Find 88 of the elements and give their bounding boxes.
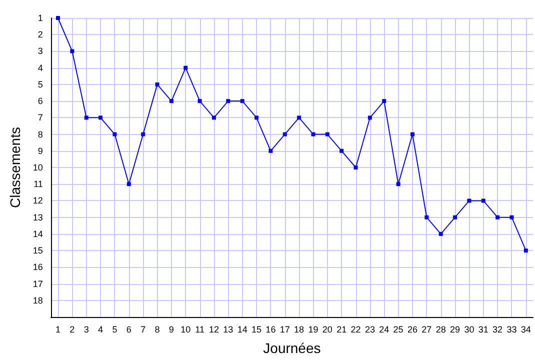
y-axis-title: Classements (7, 127, 23, 208)
x-tick-label: 19 (308, 324, 318, 334)
x-tick-label: 5 (112, 324, 118, 334)
x-tick-label: 31 (478, 324, 488, 334)
y-tick-label: 7 (38, 112, 43, 123)
x-tick-label: 16 (266, 324, 276, 334)
point (311, 132, 316, 136)
point (481, 198, 486, 203)
x-tick-label: 9 (168, 324, 174, 334)
point (198, 99, 202, 104)
x-tick-label: 26 (407, 324, 418, 334)
point (510, 215, 514, 220)
point (453, 215, 458, 220)
x-tick-label: 25 (393, 324, 404, 334)
x-tick-label: 23 (364, 324, 375, 334)
point (496, 215, 500, 220)
y-tick-label: 17 (32, 278, 43, 289)
point (396, 182, 400, 186)
x-tick-label: 1 (55, 324, 61, 334)
x-tick-label: 7 (140, 324, 146, 334)
point (354, 166, 358, 170)
x-tick-label: 34 (520, 324, 531, 334)
point (340, 148, 344, 153)
x-tick-label: 21 (336, 324, 347, 334)
x-tick-label: 33 (506, 324, 517, 334)
x-tick-label: 30 (464, 324, 474, 334)
y-tick-label: 12 (32, 196, 43, 206)
x-tick-label: 18 (294, 324, 304, 334)
x-tick-label: 8 (154, 324, 160, 334)
y-tick-label: 1 (38, 13, 43, 23)
y-tick-label: 2 (38, 30, 43, 40)
point (297, 116, 302, 120)
point (467, 198, 472, 203)
y-tick-label: 4 (38, 62, 43, 73)
y-tick-label: 13 (32, 212, 43, 222)
point (424, 215, 429, 220)
y-tick-label: 8 (38, 129, 43, 140)
x-tick-label: 6 (126, 324, 132, 334)
x-tick-label: 12 (208, 324, 219, 334)
point (325, 132, 330, 136)
point (212, 116, 216, 120)
x-tick-label: 11 (195, 324, 204, 334)
x-tick-label: 29 (450, 324, 460, 334)
point (184, 66, 188, 70)
point (98, 116, 103, 120)
point (368, 116, 372, 120)
x-tick-label: 15 (252, 324, 262, 334)
point (84, 116, 88, 120)
y-tick-label: 5 (38, 79, 43, 90)
point (169, 99, 174, 104)
point (155, 82, 160, 86)
x-tick-label: 22 (350, 324, 361, 334)
point (112, 132, 117, 136)
point (438, 232, 443, 236)
x-tick-label: 17 (280, 324, 290, 334)
y-tick-label: 16 (32, 262, 43, 272)
point (382, 99, 386, 104)
point (240, 99, 244, 104)
point (410, 132, 414, 136)
y-tick-label: 6 (38, 96, 43, 106)
point (268, 148, 273, 153)
x-tick-label: 4 (98, 324, 104, 334)
y-tick-label: 14 (32, 228, 43, 239)
x-tick-label: 32 (492, 324, 503, 334)
point (70, 49, 74, 54)
point (524, 248, 528, 253)
y-tick-label: 9 (38, 146, 43, 156)
point (254, 116, 259, 120)
x-tick-label: 24 (379, 324, 390, 334)
x-tick-label: 3 (84, 324, 89, 334)
point (56, 16, 60, 20)
y-tick-label: 3 (38, 46, 43, 56)
y-tick-label: 15 (32, 246, 43, 256)
point (282, 132, 287, 136)
x-tick-label: 2 (70, 324, 75, 334)
x-tick-label: 20 (322, 324, 332, 334)
y-tick-label: 11 (34, 179, 43, 190)
x-tick-label: 13 (223, 324, 234, 334)
point (226, 99, 230, 104)
x-tick-label: 10 (180, 324, 191, 334)
y-tick-label: 10 (32, 162, 43, 172)
x-axis-title: Journées (263, 340, 321, 356)
y-tick-label: 18 (32, 295, 43, 306)
point (126, 182, 131, 186)
x-tick-label: 14 (237, 324, 248, 334)
point (141, 132, 146, 136)
x-tick-label: 28 (436, 324, 446, 334)
x-tick-label: 27 (422, 324, 432, 334)
